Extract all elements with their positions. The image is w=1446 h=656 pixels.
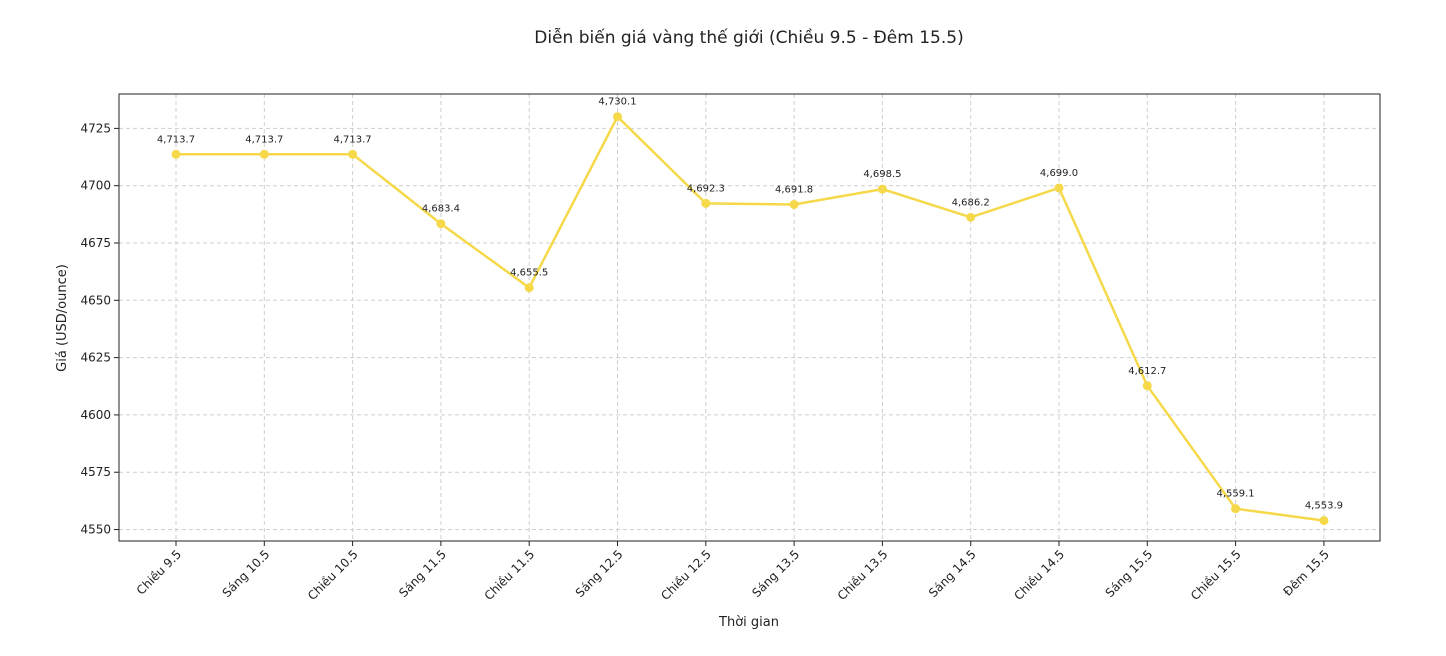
data-point	[789, 199, 799, 209]
y-tick-label: 4725	[80, 121, 111, 135]
data-label: 4,612.7	[1128, 366, 1166, 377]
data-point	[436, 219, 446, 229]
x-axis-label: Thời gian	[718, 615, 779, 630]
y-tick-label: 4650	[80, 293, 111, 307]
x-tick-label: Sáng 13.5	[749, 547, 802, 600]
y-tick-label: 4625	[80, 351, 111, 365]
data-label: 4,713.7	[245, 134, 283, 145]
x-tick-label: Đêm 15.5	[1280, 547, 1332, 599]
data-point	[348, 149, 358, 159]
data-label: 4,713.7	[157, 134, 195, 145]
x-axis-ticks: Chiều 9.5 Sáng 10.5 Chiều 10.5 Sáng 11.5 Chi…	[134, 541, 1332, 603]
data-label: 4,698.5	[863, 169, 901, 180]
x-tick-label: Sáng 11.5	[396, 547, 449, 600]
x-tick-label: Chiều 13.5	[835, 547, 891, 603]
x-tick-label: Chiều 9.5	[134, 547, 184, 597]
y-tick-label: 4600	[80, 408, 111, 422]
data-point	[701, 198, 711, 208]
y-tick-label: 4575	[80, 465, 111, 479]
y-tick-label: 4675	[80, 236, 111, 250]
data-point	[966, 212, 976, 222]
x-tick-label: Sáng 10.5	[220, 547, 273, 600]
data-labels: 4,713.7 4,713.7 4,713.7 4,683.4 4,655.5 4,730…	[157, 97, 1343, 512]
x-tick-label: Sáng 12.5	[573, 547, 626, 600]
grid	[119, 94, 1380, 541]
y-axis-ticks: 4550 4575 4600 4625 4650 4675 4700 4725	[80, 121, 119, 537]
x-tick-label: Sáng 15.5	[1103, 547, 1156, 600]
x-tick-label: Chiều 12.5	[658, 547, 714, 603]
data-point	[613, 112, 622, 122]
data-label: 4,691.8	[775, 184, 813, 195]
x-tick-label: Sáng 14.5	[926, 547, 979, 600]
data-label: 4,692.3	[687, 183, 725, 194]
x-tick-label: Chiều 15.5	[1188, 547, 1244, 603]
data-label: 4,683.4	[422, 204, 460, 215]
x-tick-label: Chiều 10.5	[305, 547, 361, 603]
data-point	[171, 149, 181, 159]
data-label: 4,655.5	[510, 268, 548, 279]
data-point	[524, 283, 534, 293]
series-polyline	[176, 115, 1325, 522]
x-tick-label: Chiều 14.5	[1011, 547, 1067, 603]
series-line	[171, 112, 1329, 526]
data-label: 4,713.7	[334, 134, 372, 145]
y-tick-label: 4550	[80, 523, 111, 537]
data-point	[877, 184, 887, 194]
y-axis-label: Giá (USD/ounce)	[55, 264, 70, 372]
chart-title: Diễn biến giá vàng thế giới (Chiều 9.5 -…	[534, 27, 963, 48]
y-tick-label: 4700	[80, 179, 111, 193]
x-tick-label: Chiều 11.5	[482, 547, 538, 603]
data-label: 4,699.0	[1040, 168, 1078, 179]
plot-frame	[118, 93, 1381, 542]
data-label: 4,553.9	[1305, 501, 1343, 512]
data-label: 4,730.1	[598, 97, 636, 108]
data-label: 4,559.1	[1217, 489, 1255, 500]
data-point	[1319, 516, 1329, 526]
data-point	[259, 149, 269, 159]
data-point	[1231, 504, 1241, 514]
data-label: 4,686.2	[952, 197, 990, 208]
data-point	[1054, 183, 1064, 193]
data-point	[1142, 381, 1152, 391]
